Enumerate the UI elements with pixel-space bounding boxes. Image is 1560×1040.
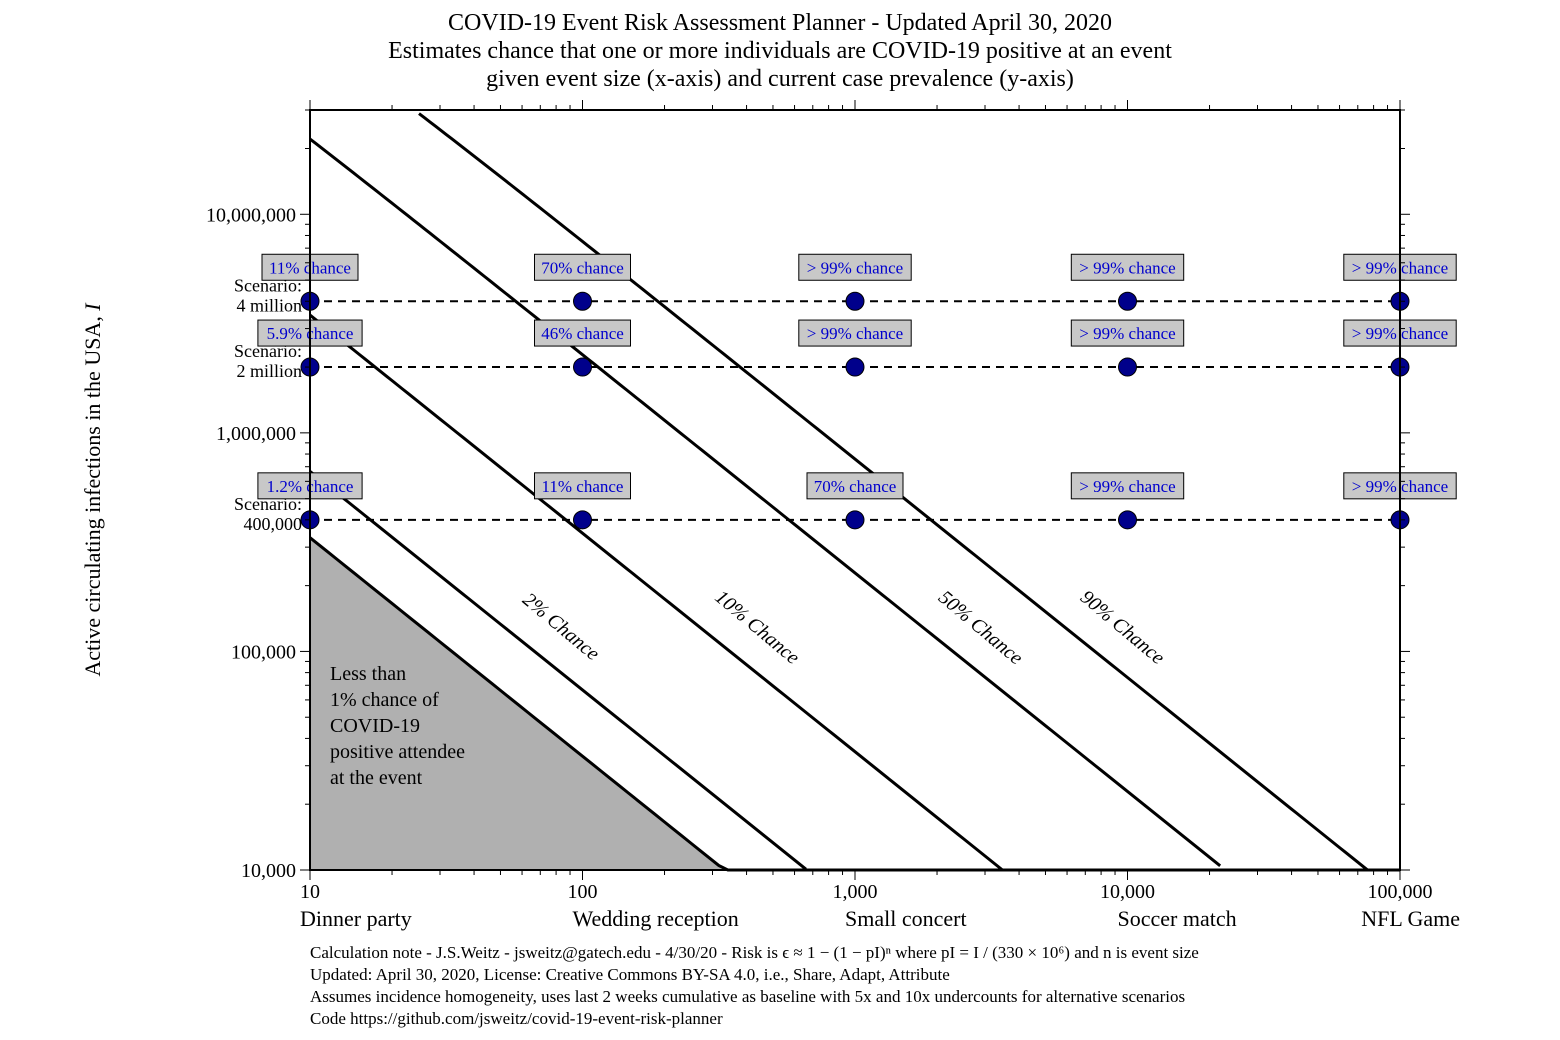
chance-box-0-1: 70% chance xyxy=(535,254,631,280)
chance-box-1-3: > 99% chance xyxy=(1071,320,1183,346)
y-tick-0: 10,000 xyxy=(241,860,296,882)
event-label-4: NFL Game xyxy=(1361,906,1460,931)
low-risk-text: positive attendee xyxy=(330,741,465,763)
event-label-1: Wedding reception xyxy=(573,906,739,931)
scenario-marker-2-1 xyxy=(574,511,592,529)
svg-text:> 99% chance: > 99% chance xyxy=(807,324,903,343)
low-risk-text: 1% chance of xyxy=(330,689,439,711)
x-tick-2: 1,000 xyxy=(833,881,878,903)
svg-text:> 99% chance: > 99% chance xyxy=(1079,324,1175,343)
title-line-1: COVID-19 Event Risk Assessment Planner -… xyxy=(448,10,1112,36)
chance-box-0-3: > 99% chance xyxy=(1071,254,1183,280)
chance-box-2-3: > 99% chance xyxy=(1071,473,1183,499)
scenario-marker-0-2 xyxy=(846,292,864,310)
svg-text:70% chance: 70% chance xyxy=(541,258,624,277)
footer-line-1: Updated: April 30, 2020, License: Creati… xyxy=(310,965,950,984)
chance-box-1-2: > 99% chance xyxy=(799,320,911,346)
chance-box-0-2: > 99% chance xyxy=(799,254,911,280)
scenario-marker-2-2 xyxy=(846,511,864,529)
svg-text:46% chance: 46% chance xyxy=(541,324,624,343)
scenario-marker-0-3 xyxy=(1119,292,1137,310)
risk-chart: COVID-19 Event Risk Assessment Planner -… xyxy=(0,0,1560,1040)
event-label-0: Dinner party xyxy=(300,906,412,931)
x-tick-0: 10 xyxy=(300,881,320,903)
footer-line-2: Assumes incidence homogeneity, uses last… xyxy=(310,987,1185,1006)
scenario-marker-1-2 xyxy=(846,358,864,376)
footer-line-3: Code https://github.com/jsweitz/covid-19… xyxy=(310,1009,723,1028)
svg-text:> 99% chance: > 99% chance xyxy=(1079,477,1175,496)
y-tick-1: 100,000 xyxy=(231,641,296,663)
title-line-2: Estimates chance that one or more indivi… xyxy=(388,38,1172,64)
scenario-marker-2-3 xyxy=(1119,511,1137,529)
svg-text:11% chance: 11% chance xyxy=(542,477,624,496)
y-tick-2: 1,000,000 xyxy=(216,423,296,445)
scenario-marker-1-3 xyxy=(1119,358,1137,376)
event-label-3: Soccer match xyxy=(1118,906,1237,931)
low-risk-text: at the event xyxy=(330,767,423,789)
svg-text:> 99% chance: > 99% chance xyxy=(807,258,903,277)
svg-text:70% chance: 70% chance xyxy=(814,477,897,496)
scenario-label-bottom-1: 2 million xyxy=(236,361,302,381)
low-risk-text: COVID-19 xyxy=(330,715,420,737)
low-risk-text: Less than xyxy=(330,663,406,685)
x-tick-1: 100 xyxy=(568,881,598,903)
footer-line-0: Calculation note - J.S.Weitz - jsweitz@g… xyxy=(310,943,1199,962)
y-tick-3: 10,000,000 xyxy=(206,204,296,226)
x-tick-4: 100,000 xyxy=(1368,881,1433,903)
title-line-3: given event size (x-axis) and current ca… xyxy=(486,66,1074,92)
scenario-marker-1-1 xyxy=(574,358,592,376)
y-axis-label: Active circulating infections in the USA… xyxy=(80,302,105,677)
scenario-marker-0-1 xyxy=(574,292,592,310)
event-label-2: Small concert xyxy=(845,906,967,931)
scenario-label-bottom-0: 4 million xyxy=(236,295,302,315)
chance-box-2-2: 70% chance xyxy=(807,473,903,499)
x-tick-3: 10,000 xyxy=(1100,881,1155,903)
chance-box-1-1: 46% chance xyxy=(535,320,631,346)
svg-text:> 99% chance: > 99% chance xyxy=(1079,258,1175,277)
chance-box-2-1: 11% chance xyxy=(535,473,631,499)
scenario-label-bottom-2: 400,000 xyxy=(244,514,303,534)
